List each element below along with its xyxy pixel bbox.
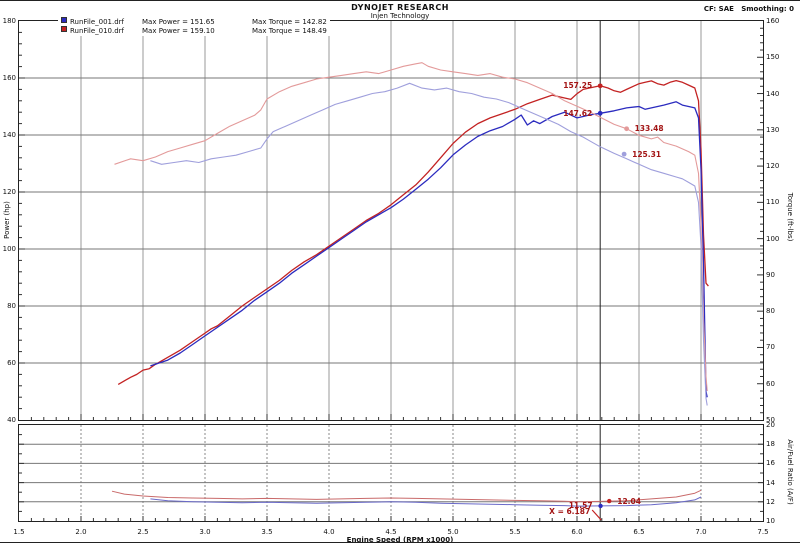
torque-tick-label: 50 bbox=[766, 416, 775, 424]
x-tick-label: 7.5 bbox=[757, 528, 769, 536]
readout-label-12.04: 12.04 bbox=[617, 496, 641, 506]
x-tick-label: 6.5 bbox=[633, 528, 645, 536]
legend-maxpower-run001: Max Power = 151.65 bbox=[142, 18, 215, 26]
power-tick-label: 40 bbox=[7, 416, 16, 424]
legend-file-run001: RunFile_001.drf bbox=[70, 18, 125, 26]
power-tick-label: 180 bbox=[2, 17, 16, 25]
legend-maxtorque-run001: Max Torque = 142.82 bbox=[252, 18, 327, 26]
run001-afr-curve bbox=[150, 496, 702, 507]
afr-readout-dot bbox=[607, 498, 612, 504]
torque-tick-label: 160 bbox=[766, 17, 780, 25]
x-axis-label: Engine Speed (RPM x1000) bbox=[346, 536, 454, 543]
x-tick-label: 2.0 bbox=[75, 528, 87, 536]
cursor-pointer-mark bbox=[591, 509, 602, 521]
afr-plot-canvas[interactable] bbox=[19, 425, 763, 521]
power-tick-label: 120 bbox=[2, 188, 16, 196]
afr-axis-label: Air/Fuel Ratio (A/F) bbox=[786, 439, 794, 505]
main-plot-canvas[interactable] bbox=[19, 21, 763, 420]
page-subtitle: Injen Technology bbox=[370, 12, 430, 20]
readout-label-157.25: 157.25 bbox=[563, 81, 593, 91]
cursor-readout-dot bbox=[624, 126, 629, 132]
legend-maxtorque-run010: Max Torque = 148.49 bbox=[252, 27, 327, 35]
cursor-readout-dot bbox=[597, 83, 603, 89]
torque-tick-label: 140 bbox=[766, 89, 780, 98]
power-tick-label: 100 bbox=[2, 245, 16, 253]
x-tick-label: 3.0 bbox=[199, 528, 211, 536]
afr-tick-label: 14 bbox=[766, 478, 775, 487]
correction-smoothing-status: CF: SAE Smoothing: 0 bbox=[703, 5, 794, 13]
run010-power-curve bbox=[117, 79, 709, 385]
readout-label-147.62: 147.62 bbox=[563, 108, 593, 118]
torque-tick-label: 100 bbox=[766, 234, 780, 243]
afr-tick-label: 16 bbox=[766, 459, 775, 468]
run010-afr-curve bbox=[111, 489, 702, 503]
torque-tick-label: 130 bbox=[766, 125, 780, 134]
cursor-readout-dot bbox=[621, 151, 627, 157]
legend-maxpower-run010: Max Power = 159.10 bbox=[142, 27, 215, 35]
power-tick-label: 80 bbox=[7, 302, 16, 310]
main-dyno-plot[interactable] bbox=[18, 20, 764, 421]
cursor-readout-dot bbox=[597, 110, 603, 116]
legend-swatch-run010 bbox=[61, 26, 67, 32]
torque-tick-label: 60 bbox=[766, 379, 775, 388]
x-tick-label: 5.0 bbox=[447, 528, 459, 536]
run001-torque-curve bbox=[150, 82, 708, 406]
legend-swatch-run001 bbox=[61, 17, 67, 23]
torque-tick-label: 150 bbox=[766, 53, 780, 62]
torque-tick-label: 120 bbox=[766, 162, 780, 171]
afr-tick-label: 20 bbox=[766, 421, 775, 429]
torque-tick-label: 90 bbox=[766, 270, 775, 279]
x-tick-label: 4.0 bbox=[323, 528, 335, 536]
torque-tick-label: 80 bbox=[766, 307, 775, 316]
legend: RunFile_001.drf Max Power = 151.65 Max Tor… bbox=[58, 16, 330, 36]
readout-label-133.48: 133.48 bbox=[634, 124, 664, 134]
afr-tick-label: 12 bbox=[766, 497, 775, 506]
x-tick-label: 4.5 bbox=[385, 528, 397, 536]
readout-label-11.57: 11.57 bbox=[568, 501, 593, 511]
afr-tick-label: 18 bbox=[766, 440, 775, 449]
x-tick-label: 3.5 bbox=[261, 528, 273, 536]
x-tick-label: 2.5 bbox=[137, 528, 149, 536]
run010-torque-curve bbox=[114, 62, 708, 392]
power-tick-label: 60 bbox=[7, 359, 16, 367]
x-tick-label: 1.5 bbox=[13, 528, 25, 536]
torque-axis-label: Torque (ft-lbs) bbox=[786, 192, 794, 242]
legend-row-run010: RunFile_010.drf Max Power = 159.10 Max Tor… bbox=[61, 26, 327, 35]
torque-tick-label: 110 bbox=[766, 198, 780, 207]
afr-plot[interactable] bbox=[18, 424, 764, 522]
run001-power-curve bbox=[150, 101, 708, 398]
x-tick-label: 6.0 bbox=[571, 528, 583, 536]
afr-readout-dot bbox=[598, 503, 603, 509]
cursor-x-label: X = 6.187 bbox=[549, 507, 591, 516]
power-tick-label: 140 bbox=[2, 131, 16, 139]
x-tick-label: 7.0 bbox=[695, 528, 707, 536]
legend-row-run001: RunFile_001.drf Max Power = 151.65 Max Tor… bbox=[61, 17, 327, 26]
afr-tick-label: 10 bbox=[766, 517, 775, 525]
power-axis-label: Power (hp) bbox=[3, 201, 11, 239]
x-tick-label: 5.5 bbox=[509, 528, 521, 536]
page-title: DYNOJET RESEARCH bbox=[351, 3, 449, 12]
torque-tick-label: 70 bbox=[766, 343, 775, 352]
power-tick-label: 160 bbox=[2, 74, 16, 82]
legend-file-run010: RunFile_010.drf bbox=[70, 27, 125, 35]
readout-label-125.31: 125.31 bbox=[632, 149, 662, 159]
